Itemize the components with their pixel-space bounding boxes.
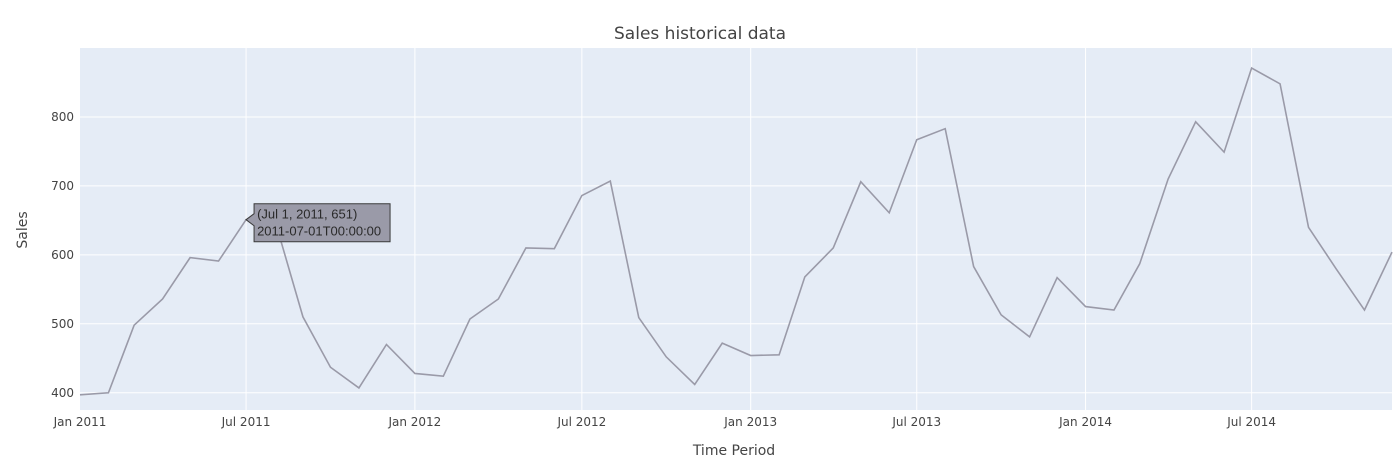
hover-line-2: 2011-07-01T00:00:00 bbox=[257, 224, 381, 239]
x-tick-label: Jan 2014 bbox=[1058, 415, 1112, 429]
data-point[interactable] bbox=[691, 380, 699, 388]
data-point[interactable] bbox=[1164, 175, 1172, 183]
data-point[interactable] bbox=[606, 177, 614, 185]
data-point[interactable] bbox=[635, 314, 643, 322]
data-point[interactable] bbox=[299, 313, 307, 321]
x-axis-title: Time Period bbox=[692, 443, 775, 459]
data-point[interactable] bbox=[1192, 118, 1200, 126]
y-tick-label: 700 bbox=[51, 179, 74, 193]
data-point[interactable] bbox=[1305, 223, 1313, 231]
data-point[interactable] bbox=[775, 351, 783, 359]
x-tick-label: Jul 2013 bbox=[891, 415, 941, 429]
data-point[interactable] bbox=[885, 209, 893, 217]
data-point[interactable] bbox=[494, 295, 502, 303]
data-point[interactable] bbox=[857, 178, 865, 186]
data-point[interactable] bbox=[130, 321, 138, 329]
hover-line-1: (Jul 1, 2011, 651) bbox=[257, 207, 357, 222]
x-tick-label: Jul 2011 bbox=[221, 415, 271, 429]
data-point[interactable] bbox=[1360, 306, 1368, 314]
chart-title: Sales historical data bbox=[614, 24, 786, 44]
data-point[interactable] bbox=[1082, 303, 1090, 311]
data-point[interactable] bbox=[186, 254, 194, 262]
data-point[interactable] bbox=[1053, 274, 1061, 282]
y-tick-label: 400 bbox=[51, 386, 74, 400]
data-point[interactable] bbox=[104, 389, 112, 397]
data-point[interactable] bbox=[1388, 248, 1396, 256]
data-point[interactable] bbox=[355, 384, 363, 392]
data-point[interactable] bbox=[550, 245, 558, 253]
data-point[interactable] bbox=[662, 353, 670, 361]
data-point[interactable] bbox=[411, 369, 419, 377]
data-point[interactable] bbox=[382, 340, 390, 348]
data-point[interactable] bbox=[1276, 80, 1284, 88]
data-point[interactable] bbox=[466, 315, 474, 323]
data-point[interactable] bbox=[1248, 64, 1256, 72]
y-tick-label: 500 bbox=[51, 317, 74, 331]
data-point[interactable] bbox=[1136, 260, 1144, 268]
data-point[interactable] bbox=[801, 273, 809, 281]
data-point[interactable] bbox=[1026, 333, 1034, 341]
data-point[interactable] bbox=[829, 244, 837, 252]
x-tick-label: Jan 2013 bbox=[723, 415, 777, 429]
data-point[interactable] bbox=[159, 295, 167, 303]
hover-tooltip: (Jul 1, 2011, 651) 2011-07-01T00:00:00 bbox=[245, 203, 391, 243]
data-point[interactable] bbox=[439, 372, 447, 380]
gridlines bbox=[80, 48, 1392, 410]
x-tick-label: Jul 2012 bbox=[556, 415, 606, 429]
data-point[interactable] bbox=[578, 192, 586, 200]
data-point[interactable] bbox=[1220, 148, 1228, 156]
data-point[interactable] bbox=[913, 136, 921, 144]
data-point[interactable] bbox=[1110, 306, 1118, 314]
data-point[interactable] bbox=[522, 244, 530, 252]
y-tick-labels: 400 500 600 700 800 bbox=[51, 110, 74, 400]
x-tick-label: Jan 2011 bbox=[53, 415, 107, 429]
data-point[interactable] bbox=[941, 125, 949, 133]
data-point[interactable] bbox=[76, 391, 84, 399]
y-tick-label: 800 bbox=[51, 110, 74, 124]
hover-box bbox=[245, 203, 391, 243]
y-tick-label: 600 bbox=[51, 248, 74, 262]
x-tick-labels: Jan 2011 Jul 2011 Jan 2012 Jul 2012 Jan 2013… bbox=[53, 415, 1276, 429]
data-point[interactable] bbox=[215, 257, 223, 265]
y-axis-title: Sales bbox=[15, 211, 31, 248]
data-point[interactable] bbox=[718, 339, 726, 347]
data-point[interactable] bbox=[326, 363, 334, 371]
data-point[interactable] bbox=[1332, 265, 1340, 273]
data-point[interactable] bbox=[997, 311, 1005, 319]
x-tick-label: Jul 2014 bbox=[1226, 415, 1276, 429]
data-point[interactable] bbox=[970, 263, 978, 271]
x-tick-label: Jan 2012 bbox=[387, 415, 441, 429]
series-line bbox=[79, 66, 1393, 396]
data-point[interactable] bbox=[747, 352, 755, 360]
